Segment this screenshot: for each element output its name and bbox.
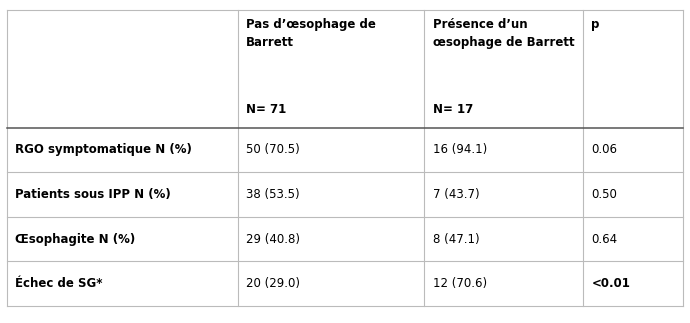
Text: 12 (70.6): 12 (70.6) [433, 277, 486, 290]
Text: Échec de SG*: Échec de SG* [15, 277, 103, 290]
Text: 16 (94.1): 16 (94.1) [433, 143, 487, 156]
Text: Patients sous IPP N (%): Patients sous IPP N (%) [15, 188, 171, 201]
Text: <0.01: <0.01 [591, 277, 630, 290]
Text: 0.64: 0.64 [591, 233, 618, 245]
Text: 8 (47.1): 8 (47.1) [433, 233, 480, 245]
Text: RGO symptomatique N (%): RGO symptomatique N (%) [15, 143, 192, 156]
Text: 38 (53.5): 38 (53.5) [246, 188, 300, 201]
Text: Barrett: Barrett [246, 36, 295, 49]
Text: Pas d’œsophage de: Pas d’œsophage de [246, 18, 376, 31]
Text: p: p [591, 18, 600, 31]
Text: 0.50: 0.50 [591, 188, 618, 201]
Text: Œsophagite N (%): Œsophagite N (%) [15, 233, 135, 245]
Text: œsophage de Barrett: œsophage de Barrett [433, 36, 574, 49]
Text: 0.06: 0.06 [591, 143, 618, 156]
Text: Présence d’un: Présence d’un [433, 18, 527, 31]
Text: 20 (29.0): 20 (29.0) [246, 277, 300, 290]
Text: 50 (70.5): 50 (70.5) [246, 143, 300, 156]
Text: N= 17: N= 17 [433, 103, 473, 116]
Text: 29 (40.8): 29 (40.8) [246, 233, 300, 245]
Text: 7 (43.7): 7 (43.7) [433, 188, 480, 201]
Text: N= 71: N= 71 [246, 103, 286, 116]
